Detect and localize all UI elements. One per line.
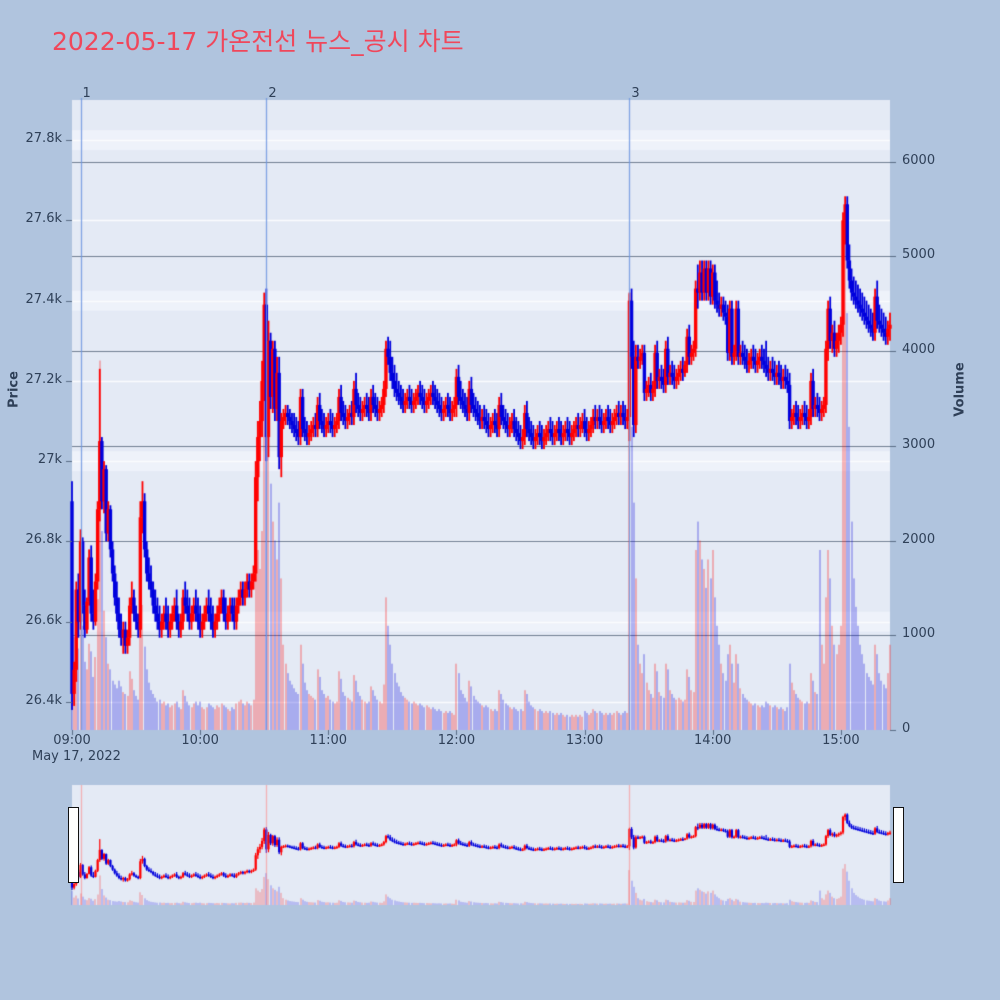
volume-tick-label: 4000: [902, 342, 936, 358]
price-tick-label: 26.8k: [25, 532, 62, 548]
price-tick-label: 26.6k: [25, 612, 62, 628]
date-caption: May 17, 2022: [32, 749, 121, 764]
navigator-left-handle[interactable]: [68, 807, 79, 883]
time-tick-label: 12:00: [437, 733, 476, 748]
price-tick-label: 27k: [37, 452, 62, 468]
event-marker-1[interactable]: 1: [82, 86, 91, 101]
time-tick-label: 15:00: [822, 733, 860, 748]
price-tick-label: 27.2k: [25, 371, 62, 387]
volume-tick-label: 3000: [902, 436, 936, 452]
time-tick-label: 09:00: [53, 733, 91, 748]
volume-tick-label: 6000: [902, 152, 936, 168]
price-tick-label: 26.4k: [25, 692, 62, 708]
volume-tick-label: 2000: [902, 531, 936, 547]
time-tick-label: 14:00: [693, 733, 732, 748]
navigator-right-handle[interactable]: [893, 807, 904, 883]
time-tick-label: 11:00: [309, 733, 348, 748]
event-marker-3[interactable]: 3: [631, 86, 640, 101]
volume-tick-label: 0: [902, 721, 911, 736]
time-tick-label: 10:00: [181, 733, 219, 748]
price-tick-label: 27.6k: [25, 211, 62, 227]
volume-axis-title: Volume: [952, 362, 968, 417]
price-tick-label: 27.4k: [25, 291, 62, 307]
price-tick-label: 27.8k: [25, 131, 62, 147]
event-marker-2[interactable]: 2: [268, 86, 277, 101]
price-axis-title: Price: [6, 371, 22, 408]
volume-tick-label: 5000: [902, 247, 936, 263]
volume-tick-label: 1000: [902, 626, 936, 642]
time-tick-label: 13:00: [565, 733, 604, 748]
